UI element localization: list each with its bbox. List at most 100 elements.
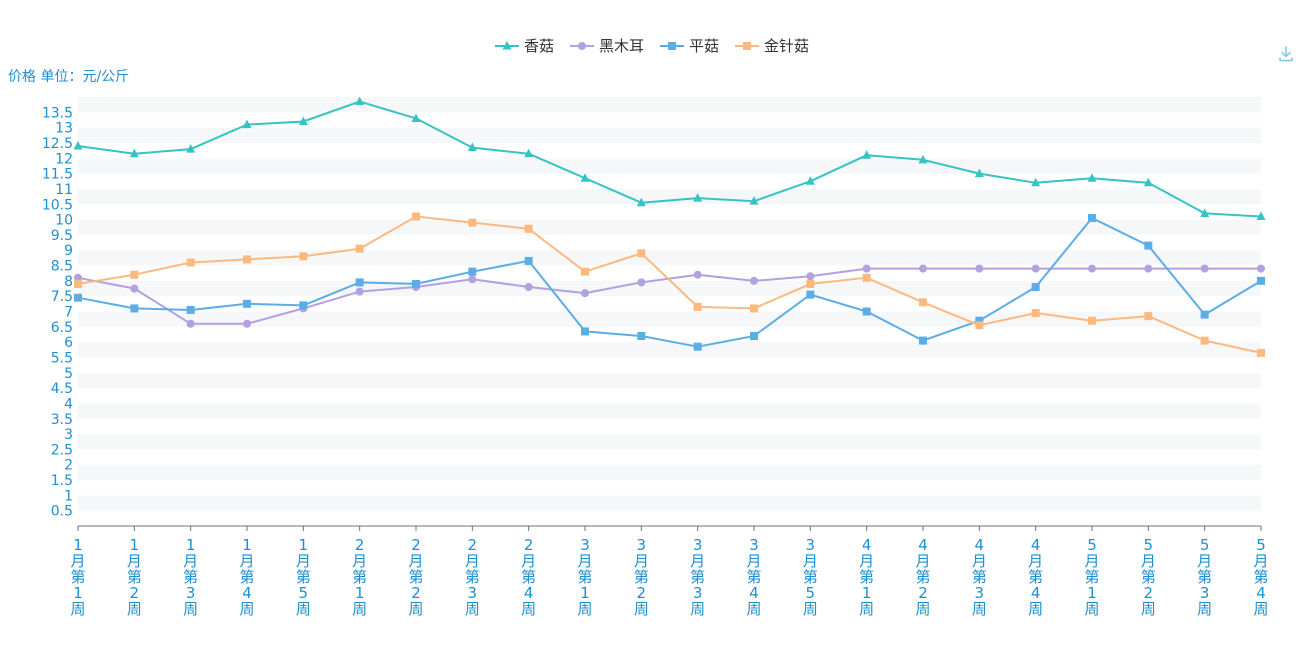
x-tick-label: 3 月第 2 周 bbox=[634, 536, 649, 618]
x-tick-label: 5 月第 4 周 bbox=[1253, 536, 1268, 618]
data-point bbox=[130, 304, 139, 313]
legend-label: 平菇 bbox=[689, 37, 719, 55]
y-tick-label: 8.5 bbox=[51, 259, 73, 275]
x-tick-label: 2 月第 4 周 bbox=[521, 536, 536, 618]
y-tick-label: 10 bbox=[55, 213, 73, 229]
data-point bbox=[355, 287, 364, 296]
y-tick-label: 2 bbox=[64, 458, 73, 474]
data-point bbox=[1031, 177, 1041, 187]
legend-item[interactable]: 香菇 bbox=[495, 37, 554, 55]
y-axis-title: 价格 单位：元/公斤 bbox=[8, 69, 129, 85]
data-point bbox=[186, 258, 195, 267]
data-point bbox=[1144, 241, 1153, 250]
y-tick-label: 11.5 bbox=[42, 167, 73, 183]
y-tick-label: 13 bbox=[55, 121, 73, 137]
x-tick-label: 4 月第 4 周 bbox=[1028, 536, 1043, 618]
data-point bbox=[243, 319, 251, 328]
x-tick-label: 5 月第 1 周 bbox=[1084, 536, 1099, 618]
series-line bbox=[77, 215, 1262, 354]
data-point bbox=[693, 193, 703, 202]
data-point bbox=[693, 270, 702, 279]
grid-band bbox=[78, 510, 1261, 526]
y-tick-label: 11 bbox=[55, 182, 73, 198]
x-tick-label: 3 月第 3 周 bbox=[690, 536, 705, 618]
data-point bbox=[862, 307, 871, 316]
data-point bbox=[806, 290, 815, 299]
y-tick-label: 10.5 bbox=[42, 197, 73, 213]
x-tick-label: 2 月第 1 周 bbox=[352, 536, 367, 618]
grid-band bbox=[78, 97, 1261, 113]
download-icon[interactable] bbox=[1277, 45, 1295, 63]
data-point bbox=[805, 176, 815, 185]
legend-item[interactable]: 平菇 bbox=[660, 37, 719, 55]
grid-band bbox=[78, 188, 1261, 205]
data-point bbox=[1088, 316, 1096, 325]
data-point bbox=[186, 144, 196, 153]
data-point bbox=[412, 212, 420, 221]
data-point bbox=[1087, 173, 1097, 182]
data-point bbox=[975, 264, 984, 273]
data-point bbox=[524, 282, 533, 291]
data-point bbox=[693, 302, 702, 311]
data-point bbox=[1144, 312, 1153, 321]
y-tick-label: 7 bbox=[64, 305, 73, 321]
data-point bbox=[524, 224, 533, 233]
data-point bbox=[637, 332, 646, 341]
y-tick-label: 6.5 bbox=[51, 320, 73, 336]
data-point bbox=[355, 244, 364, 253]
data-point bbox=[750, 332, 758, 341]
y-tick-label: 4 bbox=[64, 396, 73, 412]
x-tick-label: 4 月第 3 周 bbox=[972, 536, 987, 618]
data-point bbox=[581, 327, 589, 336]
grid-band bbox=[78, 142, 1261, 159]
data-point bbox=[750, 304, 758, 313]
series-line bbox=[77, 217, 1262, 348]
grid-band bbox=[78, 127, 1261, 143]
legend-item[interactable]: 黑木耳 bbox=[570, 37, 644, 55]
data-point bbox=[1200, 336, 1209, 345]
data-point bbox=[743, 42, 751, 50]
data-point bbox=[580, 173, 590, 182]
series-黑木耳 bbox=[74, 264, 1265, 328]
x-tick-label: 3 月第 5 周 bbox=[803, 536, 818, 618]
grid-band bbox=[78, 434, 1261, 450]
data-point bbox=[524, 148, 534, 158]
grid-band bbox=[78, 372, 1261, 389]
data-point bbox=[74, 279, 82, 288]
grid-band bbox=[78, 388, 1261, 404]
data-point bbox=[1200, 208, 1210, 217]
data-point bbox=[73, 141, 83, 150]
y-tick-label: 6 bbox=[64, 335, 73, 351]
data-point bbox=[1256, 211, 1266, 221]
x-tick-label: 3 月第 4 周 bbox=[746, 536, 761, 618]
y-tick-label: 13.5 bbox=[42, 105, 73, 121]
data-point bbox=[1144, 264, 1153, 273]
y-tick-label: 2.5 bbox=[51, 442, 73, 458]
legend-item[interactable]: 金针菇 bbox=[735, 37, 809, 55]
y-tick-labels: 0.511.522.533.544.555.566.577.588.599.51… bbox=[42, 105, 73, 519]
x-tick-label: 5 月第 3 周 bbox=[1197, 536, 1212, 618]
x-tick-label: 2 月第 3 周 bbox=[465, 536, 480, 618]
y-tick-label: 7.5 bbox=[51, 289, 73, 305]
x-tick-label: 1 月第 3 周 bbox=[183, 536, 198, 618]
data-point bbox=[919, 336, 927, 345]
grid-band bbox=[78, 418, 1261, 435]
data-point bbox=[862, 264, 871, 273]
data-point bbox=[1257, 264, 1265, 273]
grid-band bbox=[78, 296, 1261, 312]
data-point bbox=[1200, 310, 1209, 319]
y-tick-label: 12.5 bbox=[42, 136, 73, 152]
data-point bbox=[502, 41, 512, 50]
data-point bbox=[637, 249, 646, 258]
grid-band bbox=[78, 112, 1261, 128]
grid-band bbox=[78, 480, 1261, 496]
data-point bbox=[1031, 309, 1040, 318]
x-tick-label: 5 月第 2 周 bbox=[1141, 536, 1156, 618]
data-point bbox=[919, 264, 927, 273]
data-point bbox=[636, 197, 646, 207]
grid-band bbox=[78, 449, 1261, 465]
data-point bbox=[468, 275, 477, 284]
data-point bbox=[693, 342, 702, 351]
series-金针菇 bbox=[74, 212, 1265, 357]
